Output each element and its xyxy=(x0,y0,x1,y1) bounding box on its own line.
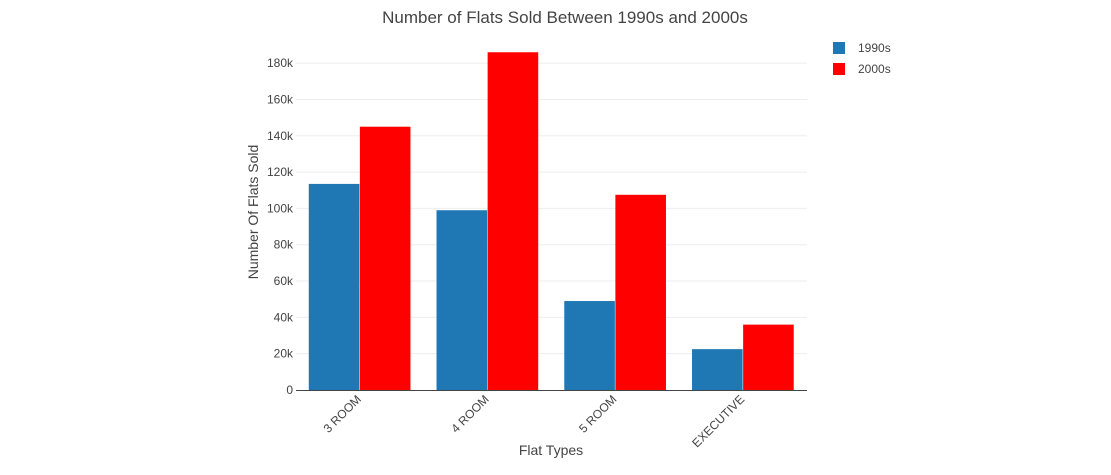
legend-label[interactable]: 2000s xyxy=(858,62,891,76)
bar-2000s-3-room[interactable] xyxy=(359,126,411,391)
bar-1990s-5-room[interactable] xyxy=(564,301,615,390)
legend[interactable]: 1990s 2000s xyxy=(833,41,891,76)
legend-swatch[interactable] xyxy=(833,63,845,75)
bar-1990s-executive[interactable] xyxy=(692,349,743,390)
y-tick-label: 0 xyxy=(286,383,293,397)
chart-title: Number of Flats Sold Between 1990s and 2… xyxy=(382,8,748,27)
y-tick-label: 160k xyxy=(267,92,294,106)
x-tick-label: 4 ROOM xyxy=(448,392,491,435)
bar-1990s-4-room[interactable] xyxy=(436,210,488,390)
y-axis-ticks: 0 20k 40k 60k 80k 100k 120k 140k 160k 180k xyxy=(267,56,294,397)
y-tick-label: 40k xyxy=(274,310,294,324)
y-tick-label: 80k xyxy=(274,238,294,252)
y-tick-label: 100k xyxy=(267,201,294,215)
legend-label[interactable]: 1990s xyxy=(858,41,891,55)
x-axis-title: Flat Types xyxy=(519,442,583,458)
y-tick-label: 20k xyxy=(274,347,294,361)
bar-2000s-4-room[interactable] xyxy=(487,52,539,391)
y-tick-label: 140k xyxy=(267,129,294,143)
y-tick-label: 120k xyxy=(267,165,294,179)
y-tick-label: 60k xyxy=(274,274,294,288)
x-tick-label: 5 ROOM xyxy=(576,392,619,435)
y-tick-label: 180k xyxy=(267,56,294,70)
bar-1990s-3-room[interactable] xyxy=(308,183,360,390)
legend-swatch[interactable] xyxy=(833,42,845,54)
bars xyxy=(308,52,794,391)
bar-2000s-5-room[interactable] xyxy=(615,194,666,390)
x-tick-label: 3 ROOM xyxy=(321,392,364,435)
x-tick-label: EXECUTIVE xyxy=(689,392,747,450)
bar-2000s-executive[interactable] xyxy=(743,324,794,390)
y-axis-title: Number Of Flats Sold xyxy=(245,145,261,280)
